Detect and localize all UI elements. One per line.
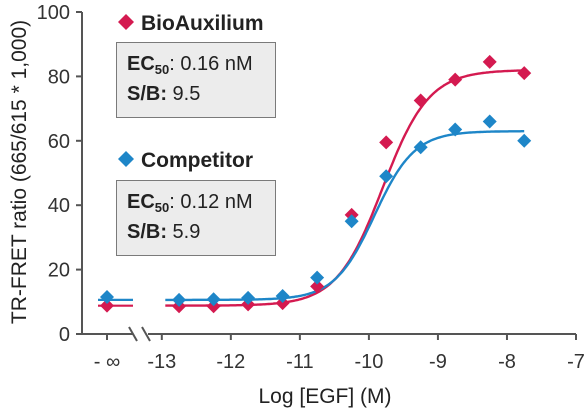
data-point-bioauxilium [275, 296, 290, 311]
data-point-competitor [310, 270, 325, 285]
data-point-bioauxilium [448, 72, 463, 87]
x-tick-label-infinity: - ∞ [94, 351, 120, 373]
axis-break-mark [141, 326, 151, 342]
sb-row: S/B: 9.5 [127, 79, 265, 109]
ec50-row: EC50: 0.12 nM [127, 187, 265, 217]
ec50-subscript: 50 [154, 200, 170, 215]
sb-row: S/B: 5.9 [127, 217, 265, 247]
data-point-competitor [206, 292, 221, 307]
y-tick-label: 0 [59, 324, 70, 346]
data-point-competitor [413, 140, 428, 155]
data-point-competitor [172, 292, 187, 307]
x-tick-label: -13 [147, 351, 176, 373]
axes [76, 11, 577, 342]
legend: BioAuxilium Competitor [118, 12, 264, 172]
fit-curve-competitor [165, 130, 525, 302]
data-point-bioauxilium [100, 298, 114, 313]
data-point-competitor [517, 133, 532, 148]
data-point-bioauxilium [517, 66, 532, 81]
legend-marker-competitor [118, 151, 134, 167]
data-point-bioauxilium [482, 54, 497, 69]
stats-box-bioauxilium: EC50: 0.16 nM S/B: 9.5 [116, 42, 276, 118]
ec50-row: EC50: 0.16 nM [127, 49, 265, 79]
y-tick-label: 40 [48, 195, 70, 217]
y-axis-title: TR-FRET ratio (665/615 * 1,000) [8, 20, 31, 324]
x-tick-label: -11 [286, 351, 313, 373]
sb-label: S/B: [127, 221, 167, 243]
data-point-bioauxilium [379, 135, 394, 150]
y-tick-label: 20 [48, 260, 70, 282]
data-point-bioauxilium [413, 93, 428, 108]
ec50-value: : 0.12 nM [169, 191, 253, 213]
data-point-competitor [344, 214, 359, 229]
ec50-value: : 0.16 nM [169, 53, 253, 75]
x-tick-label: -8 [498, 351, 516, 373]
sb-value: 9.5 [167, 83, 201, 105]
data-point-competitor [100, 289, 114, 304]
legend-label-competitor: Competitor [141, 149, 253, 172]
x-tick-label: -7 [567, 351, 585, 373]
ec50-label: EC [127, 191, 155, 213]
y-tick-label: 60 [48, 131, 70, 153]
data-point-bioauxilium [310, 279, 325, 294]
x-tick-label: -12 [216, 351, 245, 373]
data-point-competitor [241, 290, 256, 305]
data-point-competitor [379, 169, 394, 184]
data-points [100, 54, 532, 314]
stats-box-competitor: EC50: 0.12 nM S/B: 5.9 [116, 180, 276, 256]
data-point-bioauxilium [206, 299, 221, 314]
axis-break-mark [128, 326, 138, 342]
y-tick-label: 100 [37, 2, 70, 24]
legend-label-bioauxilium: BioAuxilium [141, 12, 264, 35]
x-tick-label: -9 [429, 351, 447, 373]
data-point-competitor [482, 114, 497, 129]
ec50-subscript: 50 [154, 62, 170, 77]
legend-item-bioauxilium: BioAuxilium [118, 12, 264, 35]
y-tick-label: 80 [48, 66, 70, 88]
sb-value: 5.9 [167, 221, 201, 243]
x-axis-title: Log [EGF] (M) [258, 385, 391, 408]
sb-label: S/B: [127, 83, 167, 105]
tick-labels: 0 20 40 60 80 100 - ∞ -13 -12 -11 -10 -9 -8 -7 [37, 2, 585, 373]
data-point-competitor [275, 289, 290, 304]
legend-item-competitor: Competitor [118, 149, 253, 172]
legend-marker-bioauxilium [118, 14, 134, 30]
x-tick-label: -10 [354, 351, 383, 373]
ec50-label: EC [127, 53, 155, 75]
data-point-competitor [448, 122, 463, 137]
